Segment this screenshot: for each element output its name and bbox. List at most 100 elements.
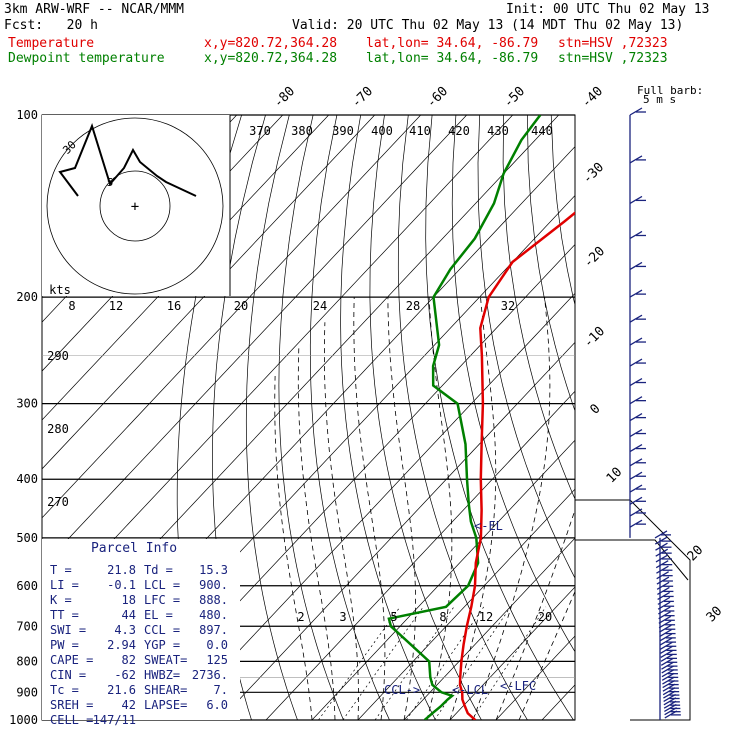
valid-time: Valid: 20 UTC Thu 02 May 13 (14 MDT Thu …	[292, 18, 684, 33]
dewpoint-legend: Dewpoint temperature	[8, 51, 165, 66]
hodograph-ring	[46, 117, 224, 295]
isotherm-line	[311, 439, 575, 720]
dewpoint-xy: x,y=820.72,364.28	[204, 51, 338, 66]
temperature-legend: Temperature	[8, 36, 95, 51]
theta-label: 390	[332, 124, 354, 138]
parcel-value: 0.0	[206, 638, 228, 652]
moist-adiabat	[274, 375, 313, 720]
theta-label: 400	[371, 124, 393, 138]
parcel-value: -62	[114, 668, 136, 682]
parcel-key: YGP =	[144, 638, 180, 652]
parcel-key: T =	[50, 563, 72, 577]
parcel-key: LI =	[50, 578, 79, 592]
theta-label: 430	[487, 124, 509, 138]
pressure-label: 500	[16, 531, 38, 545]
mixing-ratio-label: 5	[390, 610, 397, 624]
lfc-marker: <-LFC	[500, 679, 536, 693]
pressure-label: 600	[16, 579, 38, 593]
parcel-key: PW =	[50, 638, 79, 652]
moist-adiabat	[387, 297, 416, 720]
parcel-value: 480.	[199, 608, 228, 622]
plot-frame	[41, 114, 576, 721]
parcel-value: 7.	[214, 683, 228, 697]
temperature-axis-label: -60	[424, 84, 451, 111]
mixing-ratio-line	[342, 606, 424, 720]
dry-adiabat	[397, 115, 528, 720]
speed-ring-label: 12	[109, 299, 123, 313]
isotherm-line	[265, 390, 575, 720]
isotherm-line	[449, 586, 575, 720]
isotherm-line	[219, 341, 575, 720]
moist-adiabat	[426, 297, 453, 720]
temperature-axis-label: 10	[604, 465, 626, 487]
speed-ring-label: 24	[313, 299, 327, 313]
parcel-info-title: Parcel Info	[91, 541, 177, 556]
parcel-key: Tc =	[50, 683, 79, 697]
ccl-marker: CCL->	[384, 683, 420, 697]
parcel-key: TT =	[50, 608, 79, 622]
parcel-value: 900.	[199, 578, 228, 592]
pressure-label: 200	[16, 290, 38, 304]
isotherm-line	[173, 292, 575, 720]
parcel-info-box	[42, 539, 240, 720]
temperature-line	[458, 211, 575, 720]
lcl-marker: <-LCL	[452, 683, 488, 697]
pressure-label: 700	[16, 619, 38, 633]
temperature-latlon: lat,lon= 34.64, -86.79	[366, 36, 539, 51]
temperature-axis-label: -80	[271, 84, 298, 111]
theta-side-label: 280	[47, 422, 69, 436]
isotherm-line	[42, 115, 467, 568]
hodograph-center: +	[131, 199, 139, 215]
pressure-label: 800	[16, 654, 38, 668]
pressure-label: 100	[16, 108, 38, 122]
parcel-key: LCL =	[144, 578, 180, 592]
mixing-ratio-line	[374, 606, 455, 720]
barb-panel-line	[575, 539, 689, 581]
theta-label: 410	[409, 124, 431, 138]
temperature-axis-label: -40	[579, 84, 606, 111]
wind-barb-legend: Full barb:	[637, 84, 703, 97]
mixing-ratio-label: 3	[339, 610, 346, 624]
temperature-axis-label: 20	[685, 543, 707, 565]
isotherm-line	[42, 115, 375, 470]
hodograph-trace	[58, 123, 197, 197]
pressure-label: 300	[16, 397, 38, 411]
dewpoint-latlon: lat,lon= 34.64, -86.79	[366, 51, 539, 66]
isotherm-line	[357, 488, 575, 720]
temperature-axis-label: -30	[580, 160, 607, 187]
dry-adiabat	[718, 115, 740, 720]
temperature-xy: x,y=820.72,364.28	[204, 36, 338, 51]
theta-label: 420	[448, 124, 470, 138]
moist-adiabat	[472, 297, 551, 720]
parcel-value: 21.6	[107, 683, 136, 697]
dry-adiabat	[574, 115, 575, 120]
speed-ring-label: 28	[406, 299, 420, 313]
parcel-key: HWBZ=	[144, 668, 180, 682]
parcel-value: 44	[122, 608, 136, 622]
moist-adiabat	[324, 322, 359, 720]
moist-adiabat	[353, 297, 386, 720]
hodograph-ring	[99, 170, 171, 242]
parcel-value: 18	[122, 593, 136, 607]
parcel-value: 897.	[199, 623, 228, 637]
theta-label: 380	[291, 124, 313, 138]
speed-ring-label: kts	[49, 283, 71, 297]
parcel-key: LAPSE=	[144, 698, 187, 712]
parcel-key: CCL =	[144, 623, 180, 637]
parcel-key: SHEAR=	[144, 683, 187, 697]
isotherm-line	[42, 115, 513, 617]
dry-adiabat	[451, 115, 575, 653]
parcel-value: 6.0	[206, 698, 228, 712]
moist-adiabat	[449, 297, 497, 720]
speed-ring-label: 32	[501, 299, 515, 313]
temperature-axis-label: 30	[704, 604, 726, 626]
parcel-value: 82	[122, 653, 136, 667]
mixing-ratio-label: 20	[538, 610, 552, 624]
wind-barb-unit: 5 m s	[643, 93, 676, 106]
speed-ring-label: 20	[234, 299, 248, 313]
theta-side-label: 290	[47, 349, 69, 363]
temperature-station: stn=HSV ,72323	[558, 36, 668, 51]
forecast-hour: Fcst: 20 h	[4, 18, 98, 33]
parcel-key: K =	[50, 593, 72, 607]
